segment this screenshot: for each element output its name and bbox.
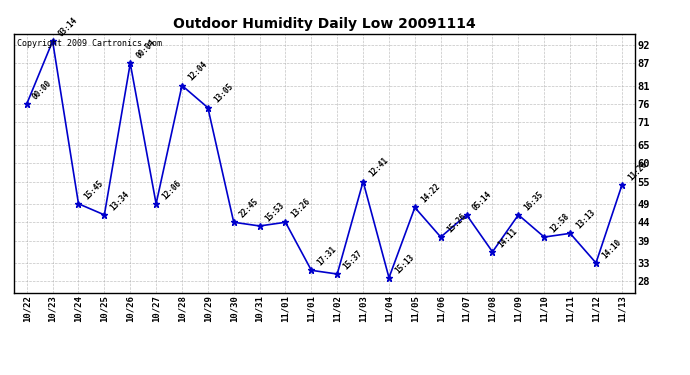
Text: 14:11: 14:11 [497, 226, 520, 249]
Text: 22:45: 22:45 [238, 197, 261, 219]
Text: 05:14: 05:14 [471, 189, 493, 212]
Text: Copyright 2009 Cartronics.com: Copyright 2009 Cartronics.com [17, 39, 162, 48]
Text: 12:04: 12:04 [186, 60, 209, 83]
Text: 16:35: 16:35 [522, 189, 545, 212]
Text: 00:04: 00:04 [135, 38, 157, 60]
Text: 15:53: 15:53 [264, 201, 286, 223]
Text: 15:13: 15:13 [393, 252, 416, 275]
Text: 15:45: 15:45 [83, 178, 106, 201]
Title: Outdoor Humidity Daily Low 20091114: Outdoor Humidity Daily Low 20091114 [173, 17, 475, 31]
Text: 11:26: 11:26 [626, 160, 649, 183]
Text: 17:31: 17:31 [315, 245, 338, 267]
Text: 12:58: 12:58 [549, 211, 571, 234]
Text: 13:13: 13:13 [574, 208, 597, 231]
Text: 00:00: 00:00 [31, 78, 54, 101]
Text: 13:26: 13:26 [290, 197, 313, 219]
Text: 14:22: 14:22 [419, 182, 442, 205]
Text: 12:06: 12:06 [160, 178, 183, 201]
Text: 14:10: 14:10 [600, 237, 623, 260]
Text: 12:41: 12:41 [367, 156, 390, 179]
Text: 13:05: 13:05 [212, 82, 235, 105]
Text: 15:37: 15:37 [342, 249, 364, 271]
Text: 15:26: 15:26 [445, 211, 468, 234]
Text: 13:34: 13:34 [108, 189, 131, 212]
Text: 03:14: 03:14 [57, 16, 79, 38]
